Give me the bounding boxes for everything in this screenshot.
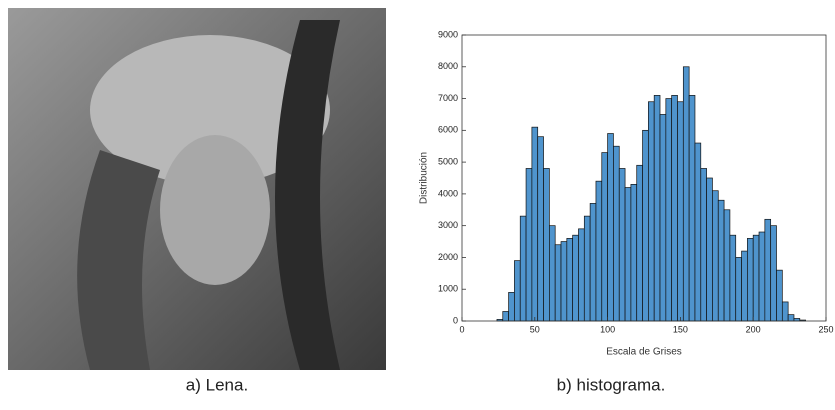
bar (543, 168, 550, 322)
bar (694, 142, 702, 322)
bar (525, 168, 533, 322)
plot: 0 1000 2000 3000 4000 5000 6000 7000 8000 9000 0 50… (438, 29, 834, 334)
bar (624, 187, 632, 322)
bar (700, 168, 707, 322)
y-tick-label: 2000 (438, 252, 458, 262)
bar (770, 225, 777, 322)
bar (653, 95, 661, 322)
bar (583, 215, 591, 322)
bar (578, 228, 585, 322)
y-tick-label: 7000 (438, 93, 458, 103)
y-tick-label: 8000 (438, 61, 458, 71)
bar (671, 95, 678, 322)
bar (787, 314, 795, 322)
bar (677, 101, 684, 322)
bar (519, 215, 527, 322)
y-axis-label: Distribución (419, 152, 430, 204)
bar (636, 164, 643, 322)
bar (665, 98, 673, 322)
bar (508, 292, 515, 322)
bar (723, 209, 731, 322)
y-tick-label: 6000 (438, 125, 458, 135)
y-tick-label: 3000 (438, 220, 458, 230)
bar (752, 234, 760, 322)
bar (735, 257, 742, 322)
bar (589, 203, 597, 322)
bar (717, 199, 725, 322)
bar (729, 234, 737, 322)
y-tick-label: 1000 (438, 284, 458, 294)
y-tick-label: 5000 (438, 156, 458, 166)
bar (659, 114, 667, 322)
bar (776, 269, 783, 322)
x-tick-label: 150 (673, 324, 688, 334)
bar (682, 66, 690, 322)
bar (741, 250, 748, 322)
axes-box (461, 34, 827, 322)
bar (781, 301, 789, 322)
bar (566, 238, 574, 322)
y-tick-label: 0 (453, 315, 458, 325)
x-tick-label: 200 (746, 324, 761, 334)
bar (502, 311, 509, 322)
bar (560, 241, 568, 322)
bar (706, 177, 713, 322)
bar (613, 145, 620, 322)
bar (712, 190, 719, 322)
bar (648, 101, 655, 322)
bar (758, 231, 766, 322)
x-tick-label: 0 (459, 324, 464, 334)
lena-photo (8, 8, 386, 370)
bar (607, 133, 614, 322)
bar (595, 180, 603, 322)
bar (549, 225, 556, 322)
y-tick-label: 4000 (438, 188, 458, 198)
y-tick-label: 9000 (438, 29, 458, 39)
bar (554, 244, 562, 322)
bar (688, 95, 696, 322)
bar (572, 234, 579, 322)
x-axis-label: Escala de Grises (606, 347, 682, 358)
bar (601, 152, 608, 322)
bar (618, 168, 626, 322)
caption: a) Lena. (186, 375, 248, 394)
bar (630, 184, 638, 322)
bar (531, 126, 539, 322)
bar (514, 260, 521, 322)
x-tick-label: 100 (600, 324, 615, 334)
bar (642, 129, 649, 322)
bar (537, 136, 544, 322)
bar (764, 218, 772, 322)
x-tick-label: 50 (530, 324, 540, 334)
x-tick-label: 250 (818, 324, 833, 334)
caption: b) histograma. (557, 375, 666, 394)
bar (747, 238, 754, 322)
